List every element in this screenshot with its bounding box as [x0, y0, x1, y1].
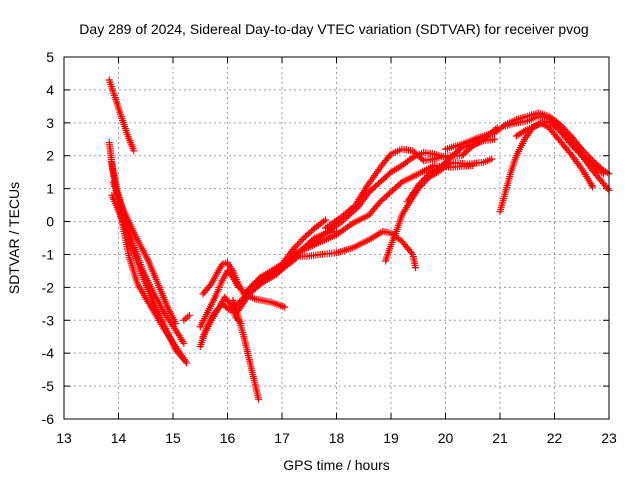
y-tick-label: -6 — [42, 411, 55, 427]
series-track-4 — [109, 178, 180, 328]
data-point — [418, 155, 426, 163]
series-track-18 — [382, 155, 496, 265]
series-track-1 — [105, 76, 138, 155]
data-point — [294, 241, 302, 249]
data-point — [246, 284, 254, 292]
data-point — [422, 173, 430, 181]
series-track-6 — [180, 311, 193, 324]
data-series — [105, 76, 613, 403]
data-point — [240, 290, 248, 298]
data-point — [322, 216, 330, 224]
data-point — [419, 176, 427, 184]
data-point — [581, 148, 589, 156]
series-track-15 — [289, 162, 477, 258]
series-track-10 — [196, 267, 242, 331]
data-point — [184, 313, 192, 321]
x-tick-label: 14 — [111, 430, 127, 446]
y-tick-label: -2 — [42, 279, 55, 295]
x-tick-label: 18 — [329, 430, 345, 446]
data-point — [180, 316, 188, 324]
x-axis-label: GPS time / hours — [283, 457, 390, 473]
data-point — [567, 140, 575, 148]
x-tick-label: 19 — [383, 430, 399, 446]
series-track-21 — [496, 119, 597, 216]
data-point — [582, 150, 590, 158]
data-point — [243, 287, 251, 295]
data-point — [412, 264, 420, 272]
y-tick-label: 5 — [46, 49, 54, 65]
data-point — [228, 272, 236, 280]
y-tick-label: 0 — [46, 214, 54, 230]
plot-frame — [63, 56, 610, 420]
data-point — [255, 395, 263, 403]
data-point — [172, 320, 180, 328]
data-point — [206, 282, 214, 290]
data-point — [281, 303, 289, 311]
data-point — [573, 147, 581, 155]
data-point — [414, 181, 422, 189]
x-tick-label: 15 — [165, 430, 181, 446]
x-tick-label: 13 — [56, 430, 72, 446]
data-point — [575, 148, 583, 156]
data-point — [417, 178, 425, 186]
y-tick-label: -3 — [42, 312, 55, 328]
y-axis-label: SDTVAR / TECUs — [6, 182, 22, 294]
x-tick-label: 16 — [220, 430, 236, 446]
x-tick-label: 20 — [438, 430, 454, 446]
data-point — [568, 142, 576, 150]
data-point — [297, 237, 305, 245]
data-point — [407, 249, 415, 257]
data-point — [292, 242, 300, 250]
data-point — [572, 145, 580, 153]
data-point — [241, 288, 249, 296]
data-point — [234, 283, 242, 291]
data-point — [185, 311, 193, 319]
data-point — [298, 236, 306, 244]
y-tick-label: 1 — [46, 181, 54, 197]
data-point — [130, 147, 138, 155]
data-point — [295, 239, 303, 247]
data-point — [182, 315, 190, 323]
series-track-23 — [512, 117, 608, 178]
y-tick-label: -5 — [42, 378, 55, 394]
data-point — [179, 354, 187, 362]
y-tick-label: -1 — [42, 246, 55, 262]
x-tick-label: 23 — [601, 430, 617, 446]
x-tick-label: 22 — [547, 430, 563, 446]
data-point — [588, 181, 596, 189]
y-tick-label: 2 — [46, 148, 54, 164]
data-point — [420, 175, 428, 183]
data-point — [416, 180, 424, 188]
y-tick-label: 3 — [46, 115, 54, 131]
data-point — [570, 144, 578, 151]
series-track-19 — [403, 135, 499, 206]
data-point — [252, 278, 260, 286]
data-point — [180, 339, 188, 347]
x-axis-tick-labels: 13 14 15 16 17 18 19 20 21 22 23 — [56, 430, 617, 446]
y-tick-label: -4 — [42, 345, 55, 361]
x-tick-label: 17 — [274, 430, 290, 446]
series-track-11 — [229, 297, 263, 403]
data-point — [576, 150, 584, 158]
series-track-16 — [305, 148, 449, 249]
data-point — [386, 152, 394, 160]
data-point — [247, 282, 255, 290]
series-track-5 — [108, 191, 188, 364]
data-point — [250, 279, 258, 287]
data-point — [600, 170, 608, 178]
y-tick-label: 4 — [46, 82, 54, 98]
data-point — [589, 183, 597, 191]
x-tick-label: 21 — [492, 430, 508, 446]
data-point — [491, 135, 499, 143]
data-point — [180, 356, 188, 364]
y-axis-tick-labels: -6 -5 -4 -3 -2 -1 0 1 2 3 4 5 — [42, 49, 55, 427]
chart-title: Day 289 of 2024, Sidereal Day-to-day VTE… — [79, 21, 588, 37]
data-point — [604, 185, 612, 193]
data-point — [253, 276, 261, 284]
data-point — [244, 285, 252, 293]
data-point — [488, 155, 496, 163]
data-point — [249, 281, 257, 289]
data-point — [396, 179, 404, 187]
